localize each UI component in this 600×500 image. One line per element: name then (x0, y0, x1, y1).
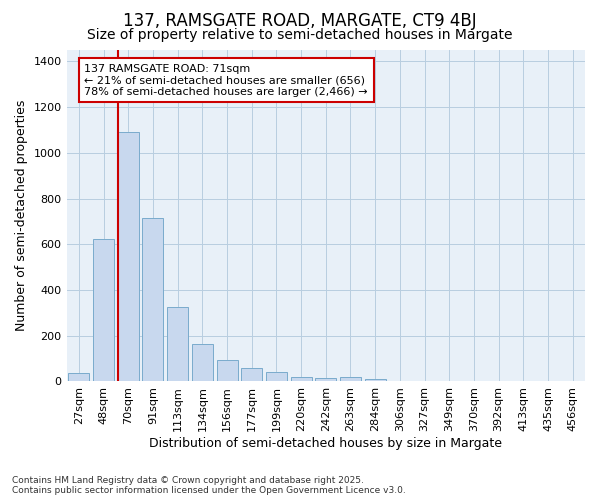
Bar (118, 132, 139, 382)
Text: 137 RAMSGATE ROAD: 71sqm
← 21% of semi-detached houses are smaller (656)
78% of : 137 RAMSGATE ROAD: 71sqm ← 21% of semi-d… (85, 64, 368, 97)
Bar (68, 374, 89, 382)
Bar (365, 379, 386, 382)
Y-axis label: Number of semi-detached properties: Number of semi-detached properties (15, 100, 28, 332)
Bar (315, 378, 336, 382)
Bar (167, 307, 188, 382)
X-axis label: Distribution of semi-detached houses by size in Margate: Distribution of semi-detached houses by … (149, 437, 502, 450)
Text: 137, RAMSGATE ROAD, MARGATE, CT9 4BJ: 137, RAMSGATE ROAD, MARGATE, CT9 4BJ (123, 12, 477, 30)
Bar (241, 368, 262, 382)
Bar (290, 377, 311, 382)
Text: Contains HM Land Registry data © Crown copyright and database right 2025.
Contai: Contains HM Land Registry data © Crown c… (12, 476, 406, 495)
Bar (142, 218, 163, 382)
Bar (266, 372, 287, 382)
Bar (340, 377, 361, 382)
Bar (93, 238, 114, 382)
Bar (192, 344, 213, 382)
Text: Size of property relative to semi-detached houses in Margate: Size of property relative to semi-detach… (87, 28, 513, 42)
Bar (217, 360, 238, 382)
